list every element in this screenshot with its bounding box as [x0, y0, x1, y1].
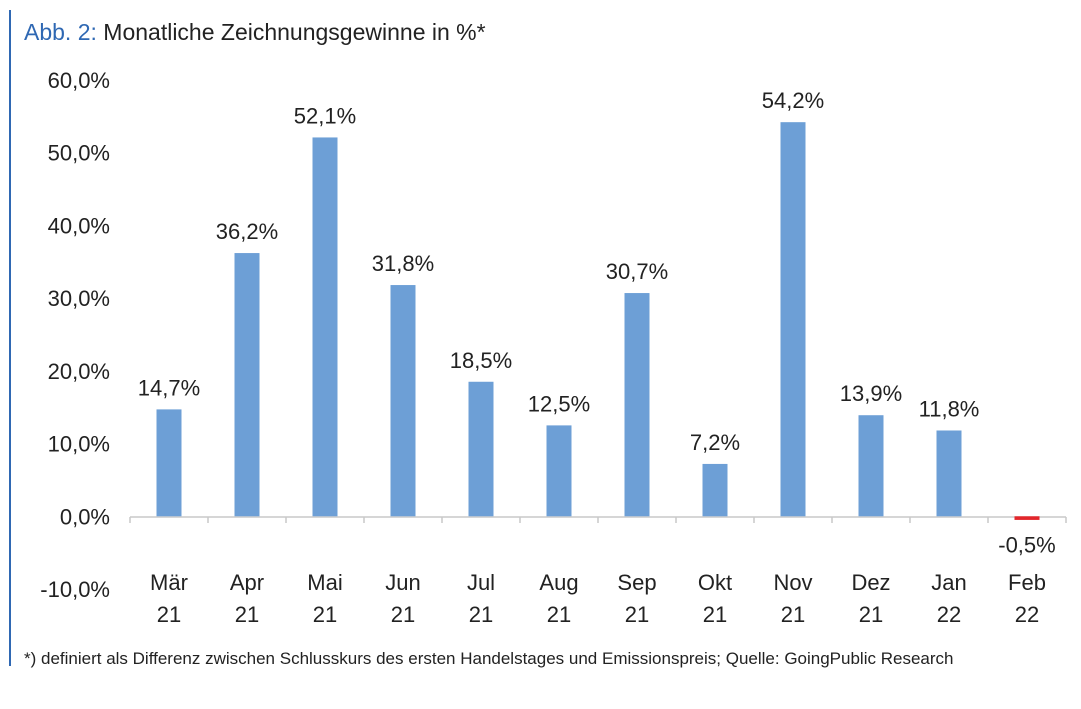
- bar: [936, 430, 962, 517]
- data-label: 52,1%: [294, 103, 356, 128]
- x-tick-label: 21: [235, 602, 259, 627]
- x-tick-label: 21: [469, 602, 493, 627]
- x-tick-label: Jun: [385, 570, 420, 595]
- figure-title: Abb. 2: Monatliche Zeichnungsgewinne in …: [24, 18, 486, 46]
- figure-number: Abb. 2:: [24, 19, 97, 45]
- bar: [156, 409, 182, 517]
- y-tick-label: 30,0%: [48, 286, 110, 311]
- x-tick-label: Mär: [150, 570, 188, 595]
- bar: [624, 293, 650, 517]
- data-label: 30,7%: [606, 259, 668, 284]
- bar: [702, 463, 728, 517]
- data-label: 14,7%: [138, 375, 200, 400]
- data-label: 18,5%: [450, 348, 512, 373]
- footnote: *) definiert als Differenz zwischen Schl…: [24, 649, 954, 668]
- y-tick-label: 50,0%: [48, 141, 110, 166]
- data-label: 11,8%: [919, 396, 980, 421]
- y-tick-label: -10,0%: [40, 577, 110, 602]
- x-tick-label: 21: [859, 602, 883, 627]
- x-tick-label: Okt: [698, 570, 732, 595]
- bar: [390, 285, 416, 517]
- y-tick-label: 20,0%: [48, 359, 110, 384]
- y-tick-label: 10,0%: [48, 432, 110, 457]
- bar: [468, 381, 494, 517]
- x-tick-label: Feb: [1008, 570, 1046, 595]
- data-label: 12,5%: [528, 391, 590, 416]
- data-label: -0,5%: [998, 532, 1055, 557]
- y-tick-label: 40,0%: [48, 213, 110, 238]
- x-tick-label: Jan: [931, 570, 966, 595]
- x-tick-label: Sep: [617, 570, 656, 595]
- bar: [546, 425, 572, 517]
- data-label: 31,8%: [372, 251, 434, 276]
- x-tick-label: 21: [625, 602, 649, 627]
- data-label: 7,2%: [690, 430, 740, 455]
- x-tick-label: 22: [937, 602, 961, 627]
- data-label: 36,2%: [216, 219, 278, 244]
- x-tick-label: 21: [547, 602, 571, 627]
- bar: [312, 137, 338, 517]
- y-tick-label: 60,0%: [48, 68, 110, 93]
- x-tick-label: Mai: [307, 570, 342, 595]
- left-accent-rule: [9, 10, 11, 666]
- x-tick-label: Apr: [230, 570, 264, 595]
- y-tick-label: 0,0%: [60, 504, 110, 529]
- bar: [1014, 516, 1040, 520]
- x-tick-label: 21: [391, 602, 415, 627]
- x-tick-label: 21: [781, 602, 805, 627]
- data-label: 54,2%: [762, 88, 824, 113]
- x-tick-label: Jul: [467, 570, 495, 595]
- bar-chart: -10,0% 0,0% 10,0% 20,0% 30,0% 40,0% 50,0% 60,0%…: [40, 68, 1067, 627]
- bar: [780, 122, 806, 517]
- x-tick-label: 21: [313, 602, 337, 627]
- x-tick-label: 21: [703, 602, 727, 627]
- x-tick-label: Nov: [773, 570, 812, 595]
- x-tick-label: 22: [1015, 602, 1039, 627]
- figure-title-text: Monatliche Zeichnungsgewinne in %*: [103, 19, 486, 45]
- bar: [234, 253, 260, 517]
- x-tick-label: Aug: [539, 570, 578, 595]
- data-label: 13,9%: [840, 381, 902, 406]
- x-tick-label: Dez: [851, 570, 890, 595]
- x-tick-label: 21: [157, 602, 181, 627]
- bar: [858, 415, 884, 517]
